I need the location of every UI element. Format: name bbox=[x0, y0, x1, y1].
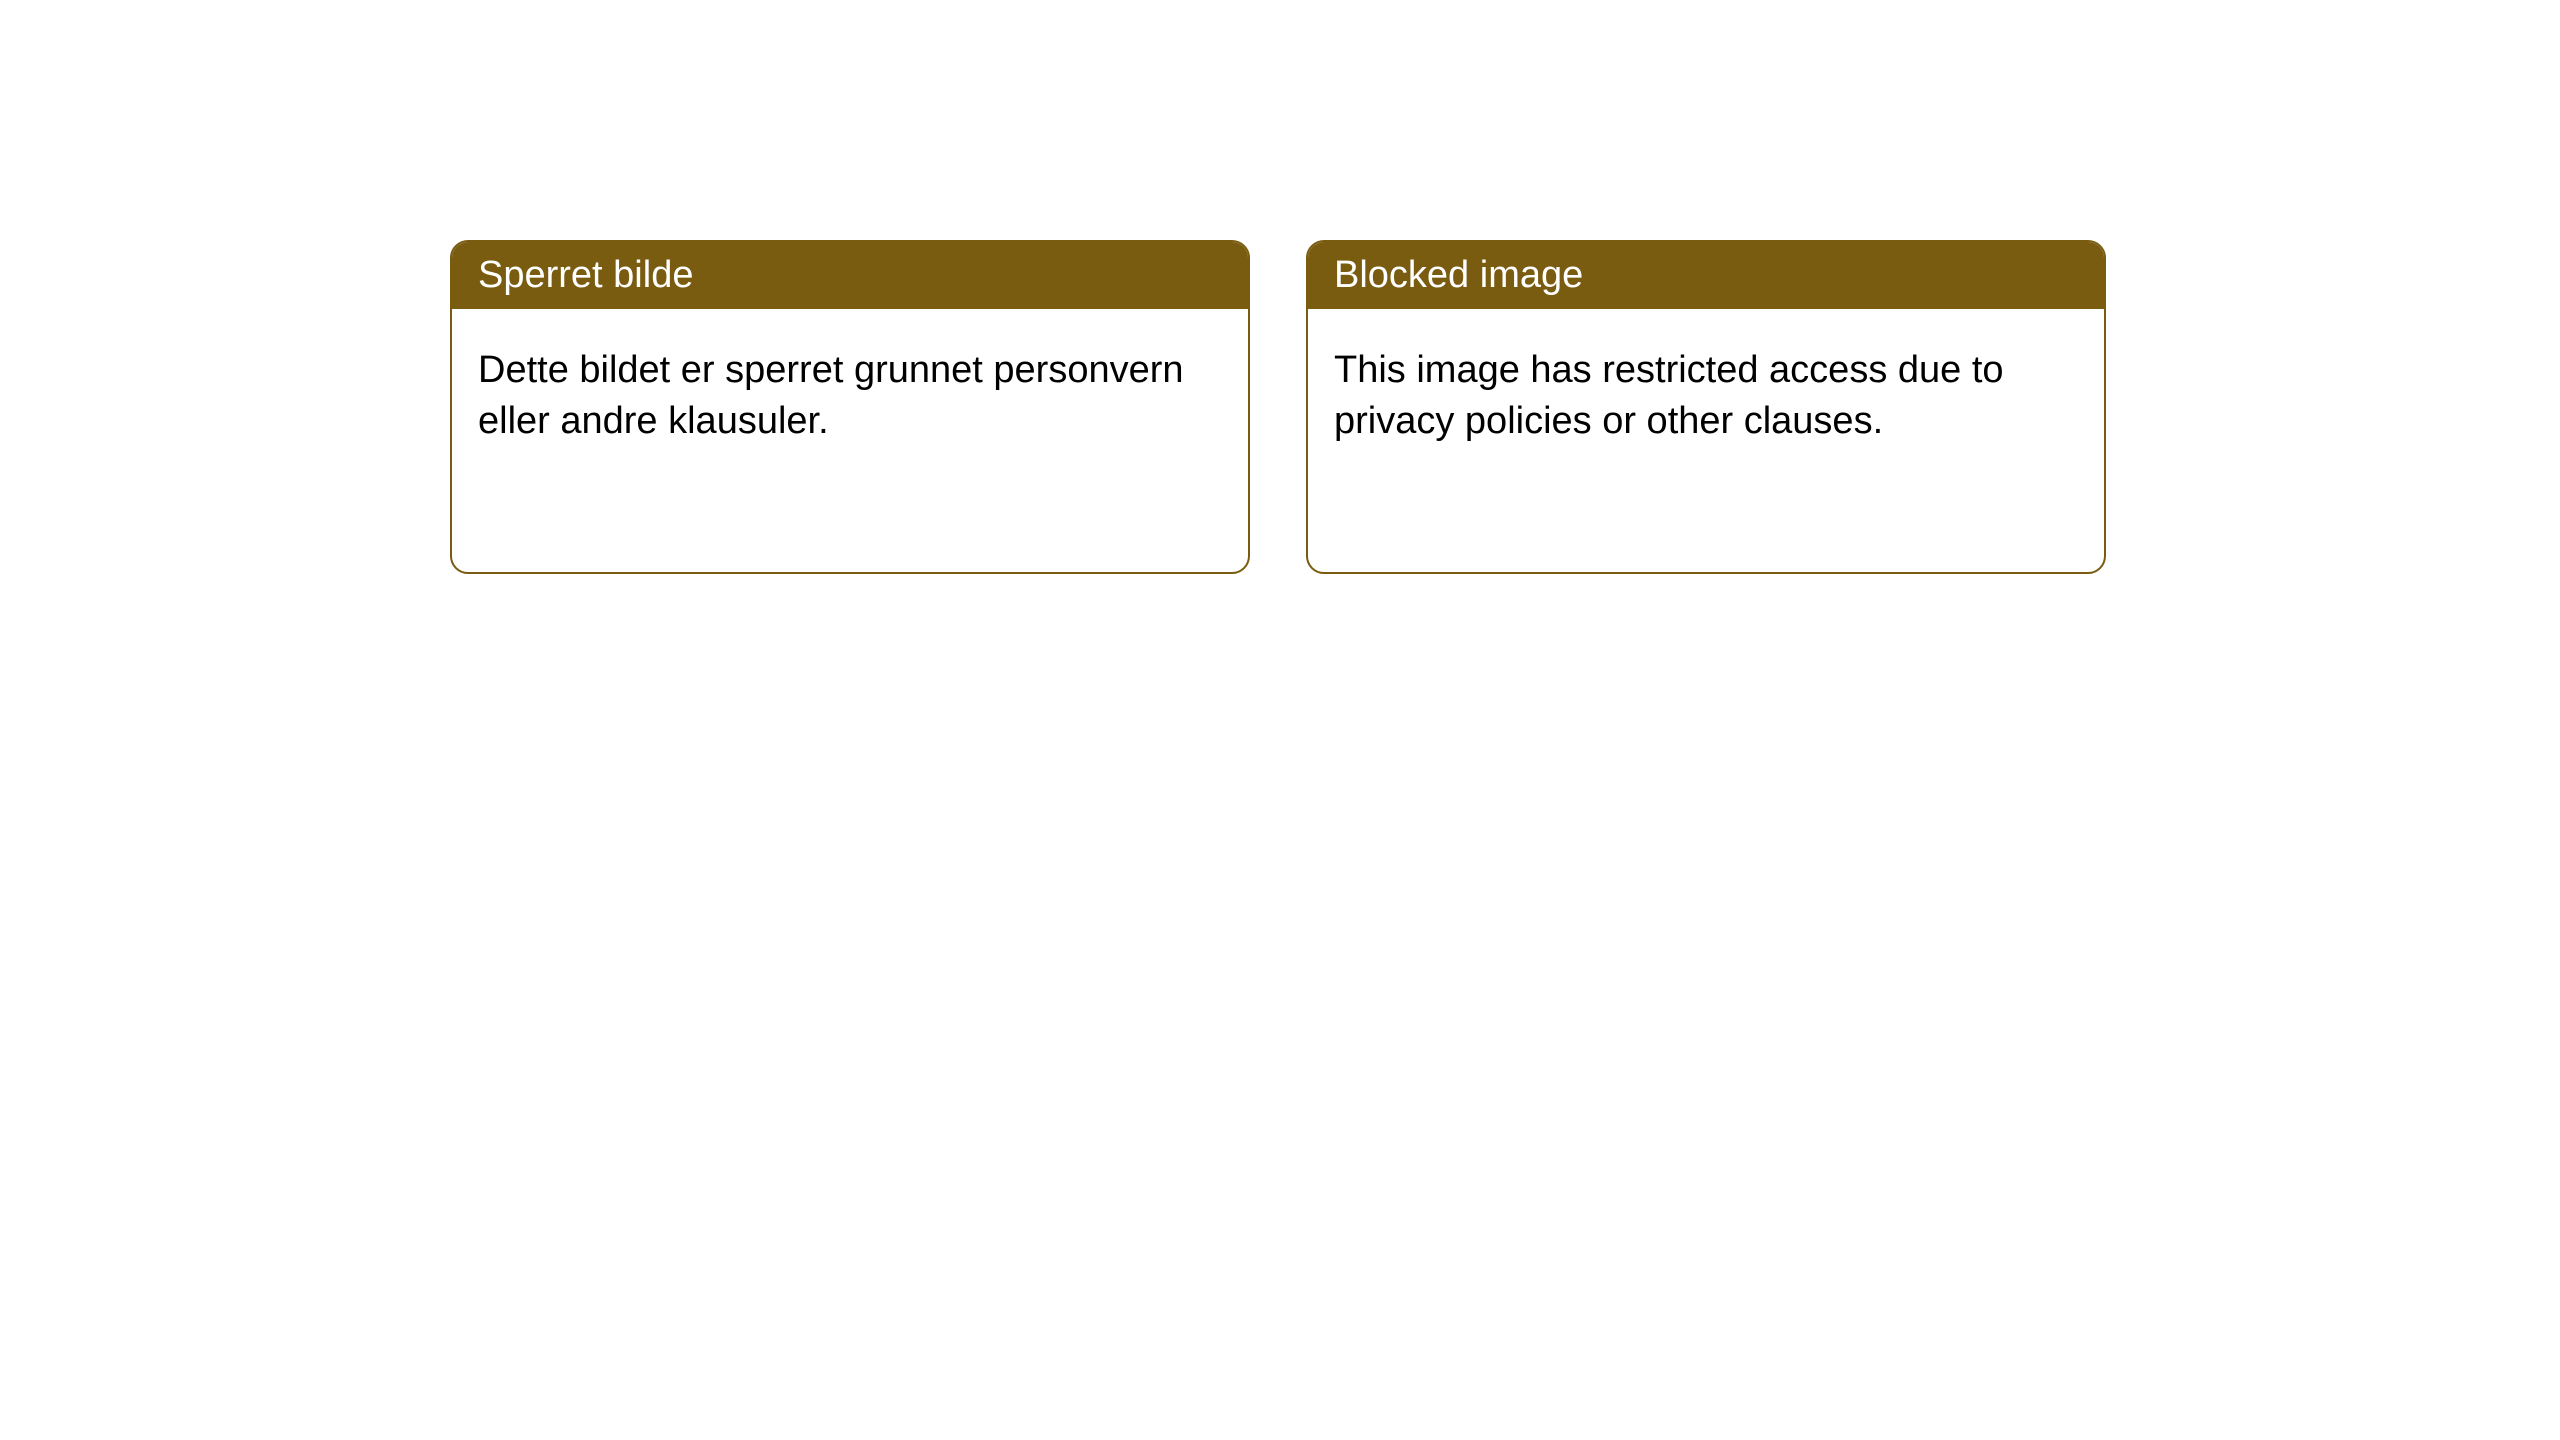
cards-container: Sperret bilde Dette bildet er sperret gr… bbox=[0, 0, 2560, 574]
card-body-text: Dette bildet er sperret grunnet personve… bbox=[478, 349, 1184, 442]
card-header-norwegian: Sperret bilde bbox=[452, 242, 1248, 309]
blocked-image-card-english: Blocked image This image has restricted … bbox=[1306, 240, 2106, 574]
card-title: Sperret bilde bbox=[478, 254, 693, 296]
blocked-image-card-norwegian: Sperret bilde Dette bildet er sperret gr… bbox=[450, 240, 1250, 574]
card-body-norwegian: Dette bildet er sperret grunnet personve… bbox=[452, 309, 1248, 484]
card-header-english: Blocked image bbox=[1308, 242, 2104, 309]
card-body-text: This image has restricted access due to … bbox=[1334, 349, 2004, 442]
card-body-english: This image has restricted access due to … bbox=[1308, 309, 2104, 484]
card-title: Blocked image bbox=[1334, 254, 1583, 296]
